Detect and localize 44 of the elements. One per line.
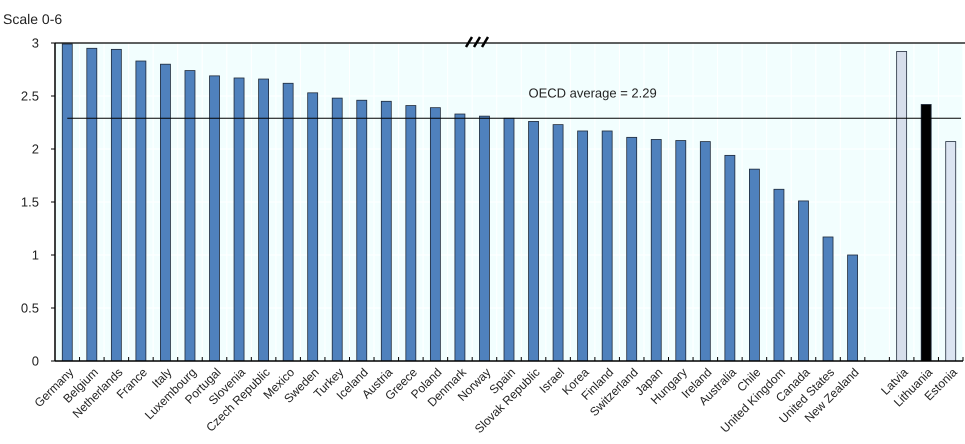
bar bbox=[528, 121, 539, 362]
bar bbox=[160, 64, 171, 362]
bar bbox=[110, 48, 122, 362]
bar bbox=[209, 75, 220, 362]
y-tick-label: 0.5 bbox=[20, 300, 39, 316]
bar bbox=[798, 200, 809, 362]
y-tick-label: 2.5 bbox=[20, 88, 39, 104]
bar bbox=[184, 70, 196, 362]
bar bbox=[405, 105, 416, 362]
bar bbox=[86, 48, 98, 362]
bar bbox=[650, 139, 662, 362]
bar bbox=[430, 107, 441, 362]
bar bbox=[332, 98, 343, 362]
bar bbox=[675, 140, 686, 362]
bar bbox=[847, 254, 858, 362]
y-tick-label: 1.5 bbox=[20, 194, 39, 210]
bar bbox=[896, 51, 908, 362]
y-tick-label: 2 bbox=[32, 142, 39, 157]
bar bbox=[380, 100, 392, 362]
bar bbox=[307, 92, 318, 362]
y-tick-label: 3 bbox=[32, 36, 39, 51]
bar bbox=[454, 114, 466, 362]
bar bbox=[774, 188, 784, 362]
y-axis-title: Scale 0-6 bbox=[3, 11, 62, 27]
y-tick-label: 1 bbox=[32, 248, 39, 263]
bar bbox=[749, 168, 760, 362]
bar bbox=[700, 141, 711, 362]
ref-line-label: OECD average = 2.29 bbox=[528, 85, 657, 100]
bar bbox=[602, 130, 613, 362]
bar bbox=[356, 100, 368, 362]
bar bbox=[724, 154, 736, 362]
bar bbox=[135, 60, 146, 362]
bar bbox=[552, 124, 564, 362]
bar bbox=[577, 130, 588, 362]
bar bbox=[282, 82, 294, 362]
bar bbox=[945, 141, 956, 362]
bar bbox=[822, 236, 834, 362]
bar bbox=[479, 116, 490, 362]
bar bbox=[234, 78, 244, 362]
bar bbox=[258, 78, 269, 362]
bar bbox=[504, 118, 514, 362]
bar bbox=[62, 44, 73, 362]
bar bbox=[626, 136, 638, 362]
y-tick-label: 0 bbox=[32, 354, 39, 369]
